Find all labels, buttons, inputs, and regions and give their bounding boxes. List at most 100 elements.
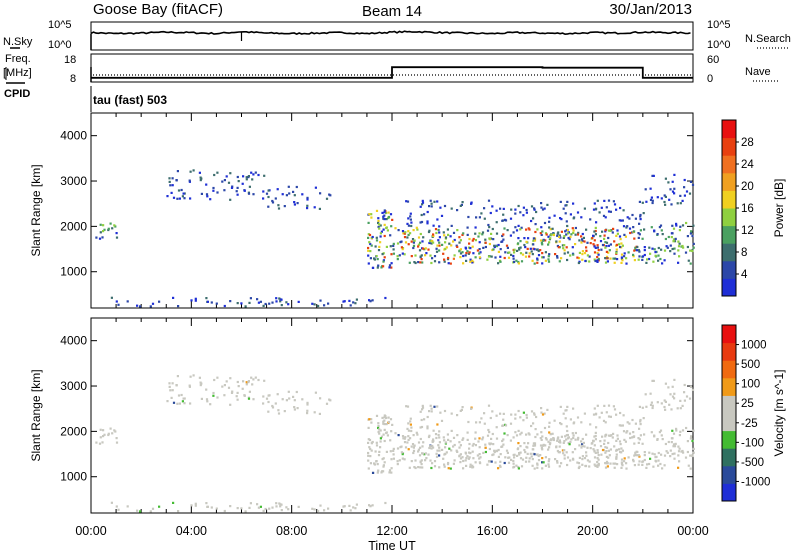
colorbar-tick-label: 16 — [741, 203, 754, 215]
power-cell — [417, 243, 420, 246]
velocity-cell — [243, 394, 246, 397]
power-cell — [661, 262, 664, 265]
power-cell — [386, 229, 389, 232]
velocity-cell — [348, 504, 351, 507]
velocity-cell — [537, 459, 541, 462]
velocity-cell — [604, 421, 607, 424]
power-cell — [663, 249, 667, 252]
velocity-cell — [507, 461, 511, 464]
colorbar-swatch — [722, 395, 736, 414]
power-cell — [692, 242, 695, 245]
power-cell — [420, 220, 424, 224]
velocity-cell — [664, 382, 667, 385]
velocity-cell — [448, 447, 451, 450]
power-cell — [432, 234, 435, 238]
x-tick-label: 20:00 — [577, 524, 608, 538]
power-cell — [439, 206, 442, 209]
velocity-cell — [675, 427, 678, 430]
velocity-cell — [539, 444, 543, 447]
power-cell — [283, 205, 286, 208]
velocity-cell — [565, 438, 568, 441]
power-cell — [599, 235, 602, 238]
velocity-cell — [99, 428, 102, 431]
power-cell — [419, 255, 422, 258]
velocity-cell — [318, 412, 321, 415]
velocity-cell — [638, 427, 641, 430]
velocity-cell — [657, 451, 660, 455]
power-cell — [652, 174, 655, 177]
freq-unit-label: [MHz] — [3, 67, 32, 79]
power-cell — [488, 237, 491, 240]
power-cell — [649, 252, 652, 255]
power-cell — [689, 180, 693, 183]
power-cell — [663, 259, 666, 262]
velocity-cell — [491, 432, 494, 436]
power-cell — [686, 235, 689, 238]
velocity-cell — [493, 449, 496, 452]
power-cell — [275, 297, 278, 300]
velocity-cell — [517, 409, 520, 413]
power-cell — [650, 196, 653, 199]
power-cell — [407, 233, 410, 236]
power-cell — [651, 201, 654, 205]
velocity-cell — [683, 391, 686, 394]
velocity-cell — [248, 506, 251, 509]
power-cell — [406, 222, 409, 225]
power-cell — [603, 234, 606, 237]
power-cell — [391, 218, 394, 221]
power-cell — [562, 236, 565, 239]
power-cell — [565, 220, 568, 223]
colorbar-swatch — [722, 360, 736, 379]
velocity-cell — [483, 422, 486, 425]
velocity-cell — [409, 417, 412, 420]
power-cell — [559, 217, 562, 220]
velocity-cell — [528, 457, 531, 460]
power-cell — [616, 229, 619, 232]
velocity-cell — [472, 442, 475, 446]
velocity-cell — [410, 460, 413, 463]
colorbar-tick-label: 20 — [741, 181, 754, 193]
velocity-cell — [547, 440, 550, 443]
power-cell — [522, 214, 525, 217]
velocity-cell — [389, 450, 392, 453]
velocity-cell — [427, 435, 431, 439]
power-cell — [502, 207, 505, 210]
power-cell — [523, 237, 526, 240]
power-cell — [527, 227, 530, 230]
power-cell — [314, 186, 317, 189]
velocity-cell — [595, 426, 598, 429]
power-cell — [430, 261, 433, 265]
power-cell — [375, 209, 379, 212]
nave-tick-low: 0 — [707, 73, 713, 85]
colorbar-swatch — [722, 208, 736, 227]
velocity-cell — [216, 396, 219, 399]
velocity-cell — [325, 402, 329, 405]
power-cell — [673, 252, 676, 255]
power-cell — [481, 231, 485, 234]
power-cell — [480, 212, 483, 215]
power-cell — [558, 234, 561, 237]
velocity-cell — [583, 412, 586, 415]
power-cell — [571, 246, 574, 249]
velocity-cell — [519, 416, 522, 419]
velocity-cell — [428, 434, 431, 437]
velocity-cell — [383, 416, 386, 419]
velocity-cell — [469, 465, 472, 468]
power-cell — [412, 244, 416, 247]
velocity-cell — [598, 416, 601, 419]
velocity-cell — [620, 447, 623, 450]
power-cell — [388, 264, 392, 267]
power-cell — [398, 254, 401, 257]
power-cell — [435, 231, 438, 235]
velocity-cell — [403, 441, 407, 444]
velocity-cell — [509, 439, 512, 442]
power-cell — [235, 190, 238, 193]
power-cell — [297, 300, 300, 303]
power-cell — [367, 254, 370, 257]
velocity-cell — [371, 440, 374, 444]
velocity-cell — [560, 423, 563, 426]
velocity-cell — [327, 507, 330, 510]
power-cell — [638, 222, 641, 225]
velocity-cell — [376, 471, 379, 474]
velocity-cell — [593, 435, 596, 438]
